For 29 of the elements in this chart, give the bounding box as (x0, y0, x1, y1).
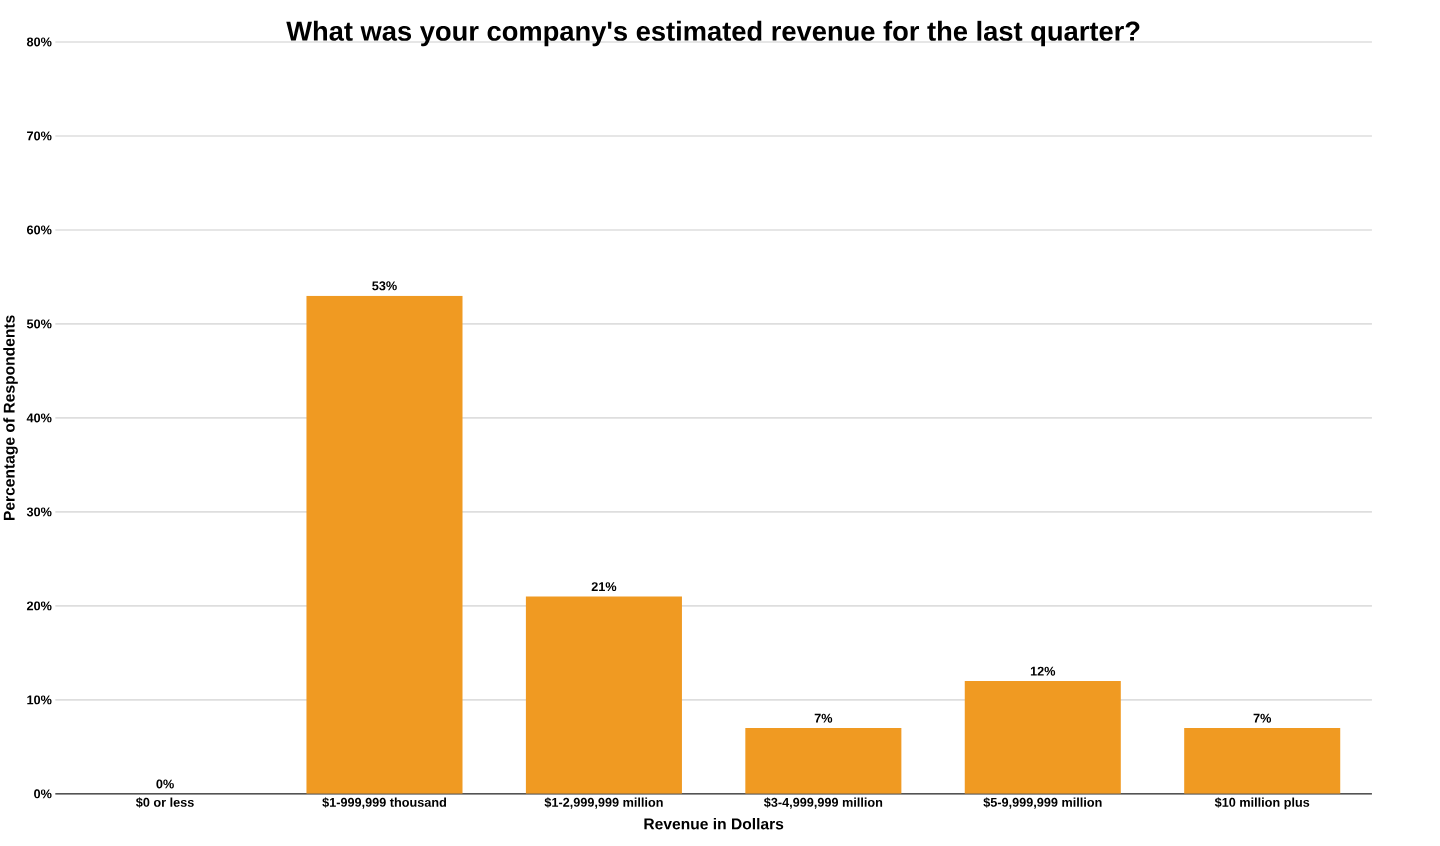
y-tick-label: 20% (26, 601, 52, 611)
y-tick-label: 40% (26, 413, 52, 423)
y-tick-label: 30% (26, 507, 52, 517)
bar (306, 295, 463, 795)
bar (1184, 728, 1341, 795)
x-tick-label: $1-2,999,999 million (544, 797, 663, 809)
data-label: 0% (156, 779, 174, 789)
data-label: 12% (1030, 666, 1056, 676)
y-tick-label: 10% (27, 695, 52, 705)
data-label: 7% (1253, 713, 1272, 723)
bar (525, 596, 682, 795)
x-tick-label: $1-999,999 thousand (322, 797, 446, 809)
y-tick-label: 0% (34, 789, 52, 799)
bar (745, 728, 902, 795)
bar (964, 681, 1121, 795)
x-tick-label: $5-9,999,999 million (983, 797, 1102, 809)
x-tick-label: $0 or less (135, 797, 194, 808)
y-tick-label: 50% (26, 319, 52, 329)
x-tick-label: $10 million plus (1214, 797, 1310, 810)
data-label: 21% (591, 582, 617, 592)
data-label: 7% (814, 713, 833, 723)
data-label: 53% (372, 281, 397, 291)
x-axis-title: Revenue in Dollars (644, 818, 784, 830)
y-tick-label: 80% (26, 37, 52, 47)
y-tick-label: 70% (27, 131, 52, 141)
y-axis-title: Percentage of Respondents (3, 315, 18, 521)
y-tick-label: 60% (26, 225, 52, 235)
x-tick-label: $3-4,999,999 million (763, 797, 883, 809)
chart-title: What was your company's estimated revenue for the last quarter? (286, 21, 1140, 47)
